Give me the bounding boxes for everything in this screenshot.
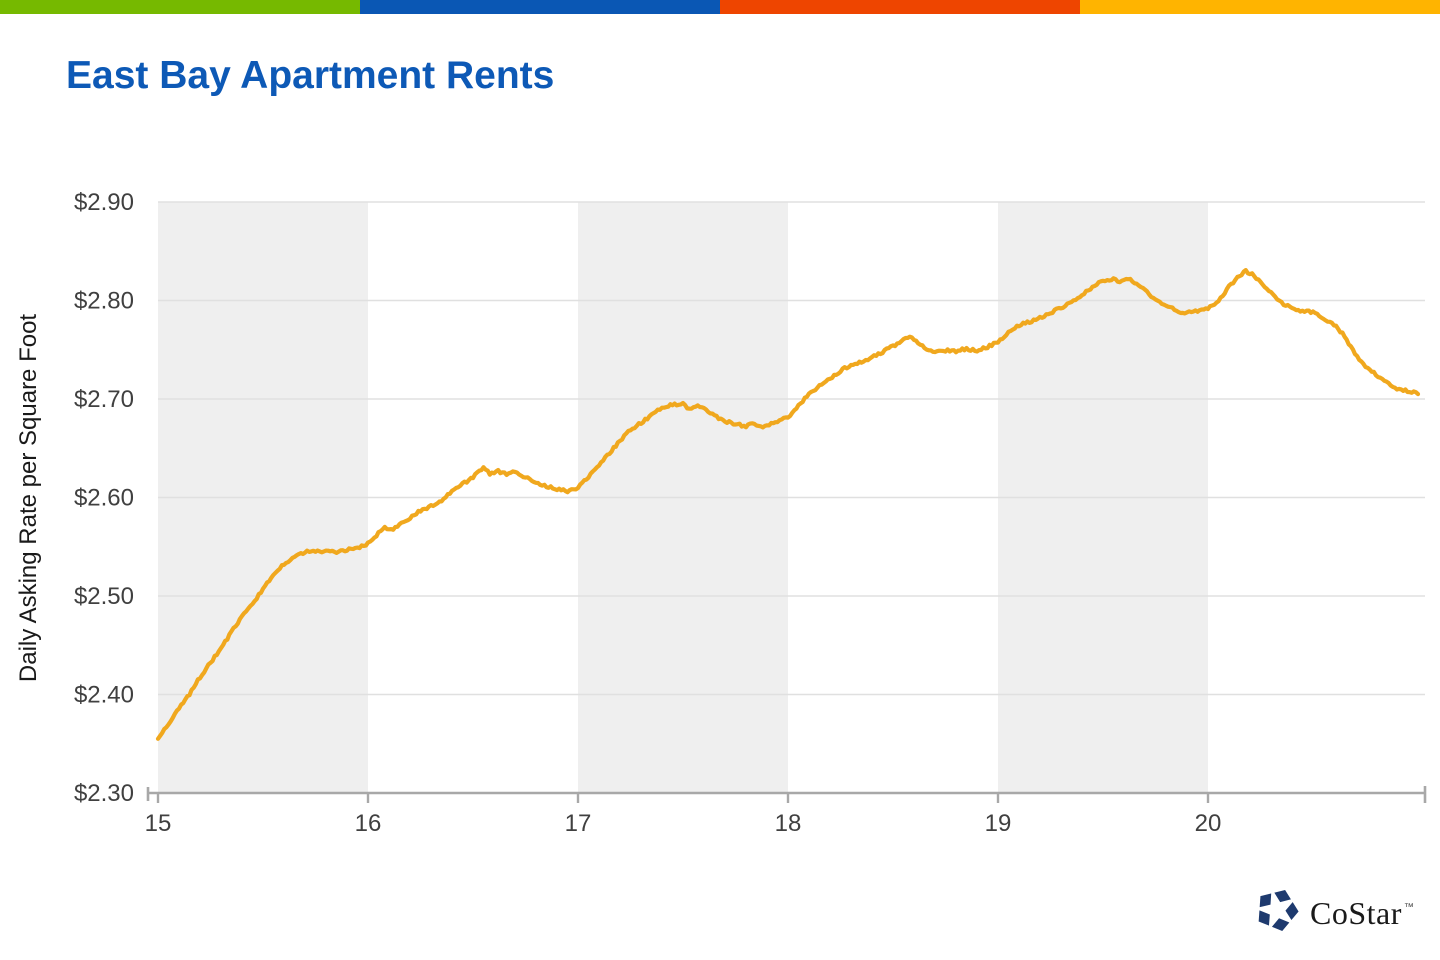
y-axis-title: Daily Asking Rate per Square Foot	[15, 314, 42, 683]
costar-icon-gap	[1269, 887, 1279, 911]
brand-bar	[0, 0, 1440, 14]
brand-bar-segment-blue	[360, 0, 720, 14]
costar-icon-gap	[1266, 909, 1279, 933]
brand-bar-segment-orange	[720, 0, 1080, 14]
x-tick-label: 18	[775, 810, 802, 837]
x-tick-label: 15	[145, 810, 172, 837]
y-tick-label: $2.80	[74, 288, 134, 315]
brand-bar-segment-green	[0, 0, 360, 14]
y-tick-label: $2.50	[74, 583, 134, 610]
y-tick-label: $2.30	[74, 780, 134, 807]
costar-logo: CoStar ™	[1254, 886, 1414, 934]
y-tick-label: $2.70	[74, 386, 134, 413]
x-tick-label: 17	[565, 810, 592, 837]
rent-rate-line	[155, 268, 1421, 741]
y-tick-label: $2.60	[74, 485, 134, 512]
page-title: East Bay Apartment Rents	[66, 54, 555, 97]
x-tick-label: 20	[1195, 810, 1222, 837]
costar-icon-gap	[1254, 906, 1278, 912]
costar-icon-gap	[1276, 896, 1299, 912]
x-tick-label: 16	[355, 810, 382, 837]
y-tick-label: $2.40	[74, 682, 134, 709]
y-tick-label: $2.90	[74, 189, 134, 216]
brand-bar-segment-amber	[1080, 0, 1440, 14]
costar-star-icon	[1254, 887, 1299, 933]
trademark-symbol: ™	[1403, 901, 1415, 913]
x-tick-label: 19	[985, 810, 1012, 837]
costar-icon-gap	[1276, 908, 1297, 927]
costar-wordmark: CoStar ™	[1310, 894, 1415, 931]
